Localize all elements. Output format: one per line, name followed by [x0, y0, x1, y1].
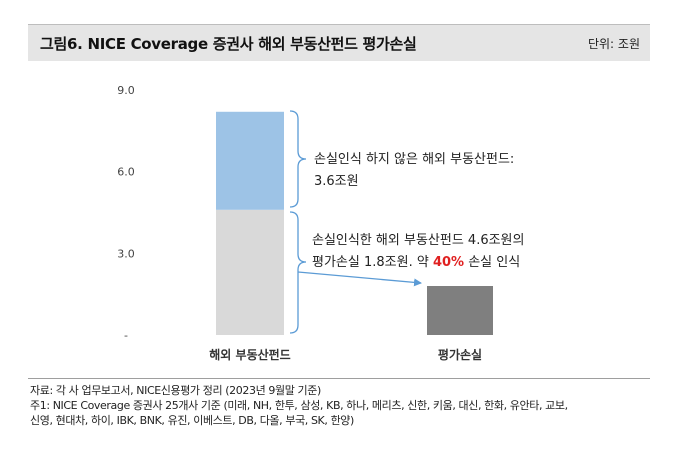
- loss-ratio-highlight: 40%: [433, 255, 464, 270]
- chart-title: 그림6. NICE Coverage 증권사 해외 부동산펀드 평가손실: [40, 35, 417, 53]
- x-category-label: 해외 부동산펀드: [209, 347, 290, 362]
- lower-annotation-line1: 손실인식한 해외 부동산펀드 4.6조원의: [312, 233, 524, 248]
- bar-1-series-1: [216, 111, 284, 210]
- bar-1-series-2: [216, 209, 284, 335]
- y-tick-label: -: [124, 329, 128, 342]
- unit-label: 단위: 조원: [587, 37, 640, 51]
- y-tick-label: 6.0: [117, 166, 135, 179]
- footer-divider: [28, 378, 650, 379]
- upper-brace: [289, 110, 307, 208]
- footnotes: 자료: 각 사 업무보고서, NICE신용평가 정리 (2023년 9월말 기준…: [30, 383, 670, 428]
- lower-brace: [289, 211, 307, 334]
- x-category-label: 평가손실: [438, 347, 482, 362]
- upper-annotation-line2: 3.6조원: [314, 174, 359, 189]
- chart-header: 그림6. NICE Coverage 증권사 해외 부동산펀드 평가손실 단위:…: [28, 24, 650, 61]
- upper-annotation-line1: 손실인식 하지 않은 해외 부동산펀드:: [314, 152, 514, 167]
- footnote-1-cont: 신영, 현대차, 하이, IBK, BNK, 유진, 이베스트, DB, 다올,…: [30, 414, 354, 427]
- annotation-arrow: [297, 271, 422, 287]
- lower-annotation-post: 손실 인식: [464, 255, 520, 270]
- lower-annotation-pre: 평가손실 1.8조원. 약: [312, 255, 433, 270]
- y-tick-label: 3.0: [117, 247, 135, 260]
- bar-2-series-3: [427, 286, 493, 335]
- y-tick-label: 9.0: [117, 84, 135, 97]
- footnote-1: 주1: NICE Coverage 증권사 25개사 기준 (미래, NH, 한…: [30, 399, 568, 412]
- lower-annotation-line2: 평가손실 1.8조원. 약 40% 손실 인식: [312, 255, 520, 270]
- source-note: 자료: 각 사 업무보고서, NICE신용평가 정리 (2023년 9월말 기준…: [30, 384, 321, 397]
